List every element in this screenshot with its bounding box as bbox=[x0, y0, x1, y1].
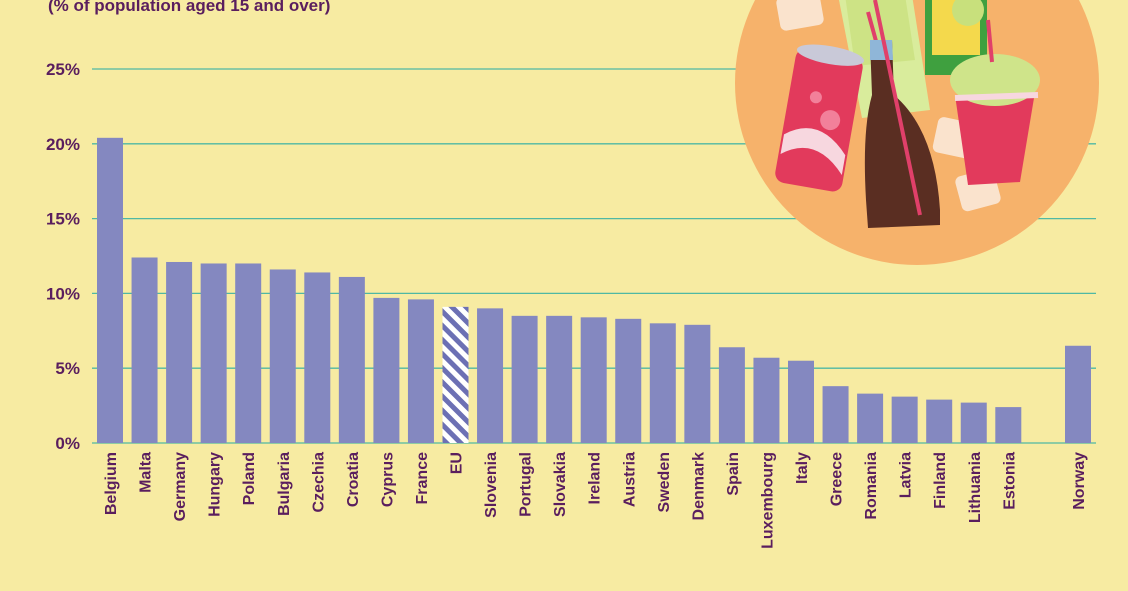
x-tick-label: Slovakia bbox=[552, 452, 569, 517]
bar-luxembourg bbox=[753, 357, 780, 443]
bar-malta bbox=[131, 257, 158, 443]
bar-austria bbox=[615, 318, 642, 443]
x-axis-labels: Belgium Malta Germany Hungary Poland Bulgaria… bbox=[103, 452, 1088, 549]
bar-lithuania bbox=[960, 402, 987, 443]
x-tick-label: Belgium bbox=[103, 452, 120, 515]
bar-greece bbox=[822, 386, 849, 443]
x-tick-label: Austria bbox=[621, 452, 638, 507]
bar-poland bbox=[235, 263, 262, 443]
bar-slovenia bbox=[477, 308, 504, 443]
x-tick-label: EU bbox=[449, 452, 466, 474]
bar-germany bbox=[166, 261, 193, 443]
x-tick-label: Romania bbox=[863, 452, 880, 520]
bar-spain bbox=[718, 347, 745, 443]
x-tick-label: Lithuania bbox=[967, 452, 984, 523]
x-tick-label: Luxembourg bbox=[759, 452, 776, 549]
bar-hungary bbox=[200, 263, 227, 443]
x-tick-label: Malta bbox=[138, 452, 155, 493]
bar-czechia bbox=[304, 272, 331, 443]
ice-cube-icon bbox=[776, 0, 824, 31]
x-tick-label: Spain bbox=[725, 452, 742, 496]
bar-estonia bbox=[995, 407, 1022, 443]
bar-portugal bbox=[511, 315, 538, 443]
bars bbox=[97, 137, 1091, 444]
y-axis-ticks: 0% 5% 10% 15% 20% 25% bbox=[46, 60, 80, 453]
y-tick-label: 25% bbox=[46, 60, 80, 79]
x-tick-label: Germany bbox=[172, 452, 189, 521]
x-tick-label: Latvia bbox=[898, 452, 915, 498]
bar-latvia bbox=[891, 396, 918, 443]
x-tick-label: Czechia bbox=[310, 452, 327, 513]
bar-france bbox=[407, 299, 434, 443]
x-tick-label: Portugal bbox=[518, 452, 535, 517]
soft-drinks-illustration bbox=[735, 0, 1099, 265]
bar-sweden bbox=[649, 323, 676, 443]
y-tick-label: 0% bbox=[55, 434, 80, 453]
x-tick-label: Italy bbox=[794, 452, 811, 484]
bar-italy bbox=[788, 360, 814, 443]
x-tick-label: Slovenia bbox=[483, 452, 500, 518]
bar-cyprus bbox=[373, 297, 400, 443]
x-tick-label: France bbox=[414, 452, 431, 505]
y-tick-label: 10% bbox=[46, 284, 80, 303]
bar-denmark bbox=[684, 324, 711, 443]
bar-romania bbox=[857, 393, 884, 443]
x-tick-label: Bulgaria bbox=[276, 452, 293, 516]
y-tick-label: 20% bbox=[46, 135, 80, 154]
x-tick-label: Greece bbox=[829, 452, 846, 506]
bar-norway bbox=[1065, 345, 1091, 443]
bar-slovakia bbox=[546, 315, 573, 443]
x-tick-label: Norway bbox=[1071, 452, 1088, 510]
x-tick-label: Hungary bbox=[207, 452, 224, 517]
x-tick-label: Finland bbox=[932, 452, 949, 509]
bar-belgium bbox=[97, 137, 123, 444]
y-tick-label: 15% bbox=[46, 210, 80, 229]
chart-subtitle: (% of population aged 15 and over) bbox=[48, 0, 331, 15]
x-tick-label: Sweden bbox=[656, 452, 673, 512]
soda-can-icon bbox=[775, 44, 864, 192]
x-tick-label: Poland bbox=[241, 452, 258, 505]
slushie-cup-icon bbox=[955, 92, 1035, 185]
x-tick-label: Cyprus bbox=[379, 452, 396, 507]
x-tick-label: Ireland bbox=[587, 452, 604, 504]
bar-bulgaria bbox=[269, 269, 296, 443]
x-tick-label: Croatia bbox=[345, 452, 362, 507]
x-tick-label: Denmark bbox=[690, 452, 707, 521]
bar-finland bbox=[926, 399, 953, 443]
bar-croatia bbox=[338, 276, 365, 443]
bar-eu bbox=[442, 306, 469, 443]
y-tick-label: 5% bbox=[55, 359, 80, 378]
x-tick-label: Estonia bbox=[1001, 452, 1018, 510]
bar-ireland bbox=[580, 317, 607, 443]
